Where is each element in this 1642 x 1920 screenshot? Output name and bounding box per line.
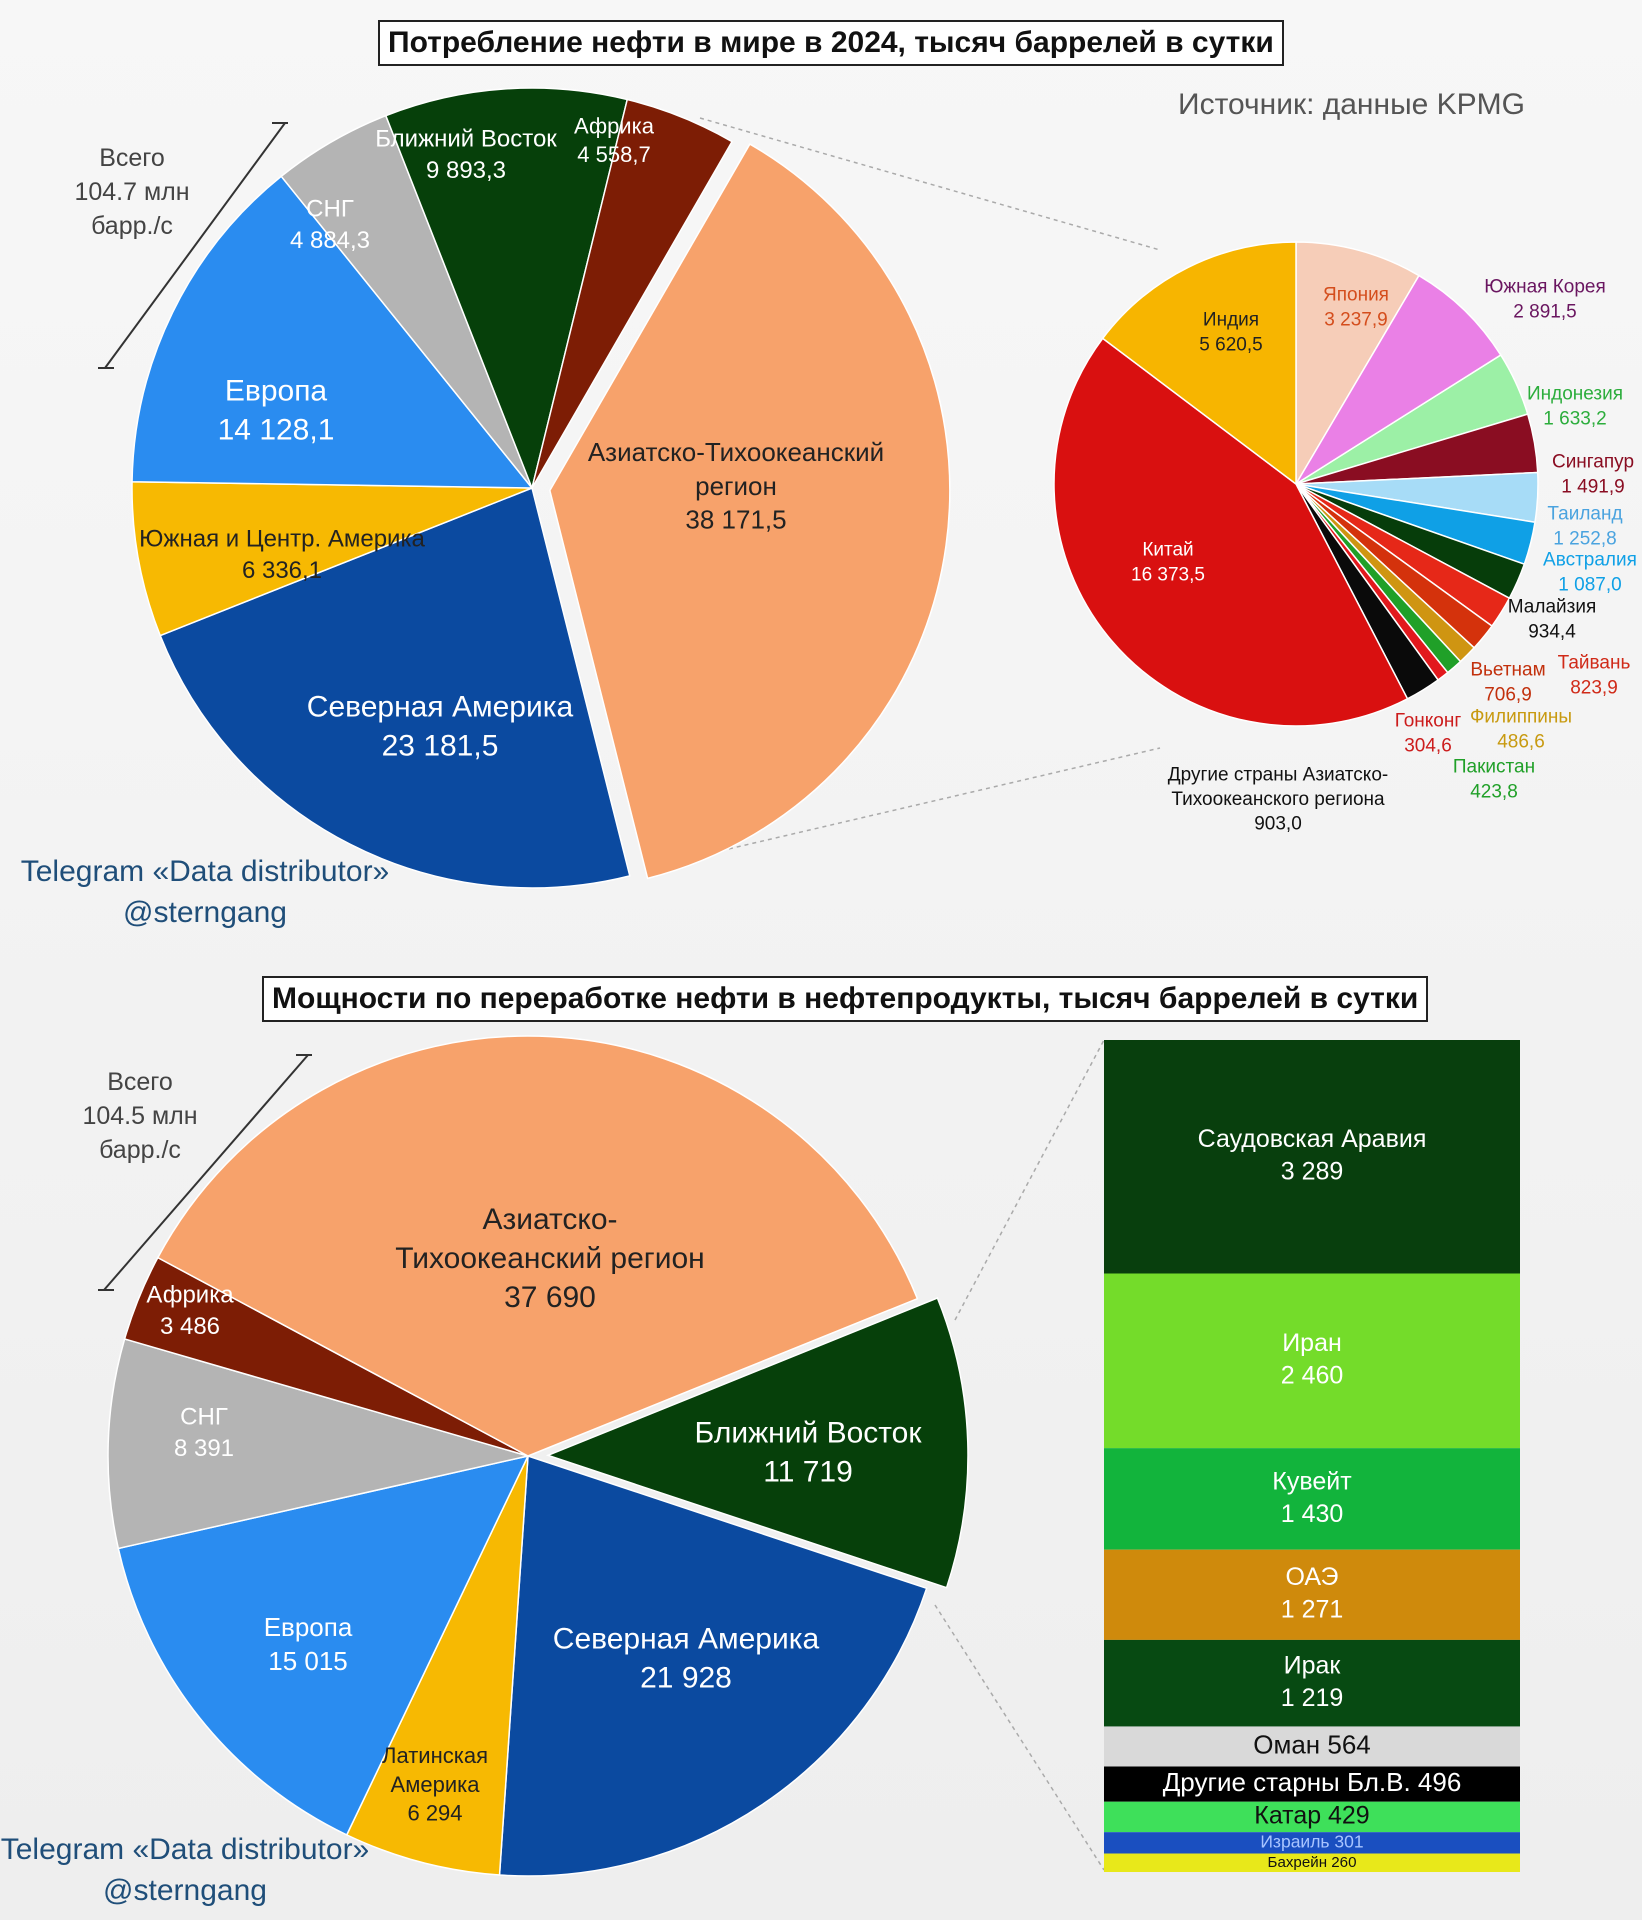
pie-slice-latinskaya-amerika <box>345 1455 529 1876</box>
bar-segment-iran <box>1104 1273 1520 1449</box>
slice-label-tailand: Таиланд 1 252,8 <box>1547 504 1622 550</box>
slice-label-aziatsko-tihookeanskiy-region: Азиатско-Тихоокеанский регион 37 690 <box>395 1203 705 1314</box>
slice-label-latinskaya-amerika: Латинская Америка 6 294 <box>382 1743 488 1825</box>
bottom-chart-title: Мощности по переработке нефти в нефтепро… <box>262 976 1429 1022</box>
pie-slice-afrika <box>531 98 734 489</box>
slice-label-singapur: Сингапур 1 491,9 <box>1552 452 1634 498</box>
bottom-total-bracket <box>98 1054 312 1291</box>
pie-slice-evropa <box>117 1454 530 1836</box>
top-telegram-credit: Telegram «Data distributor» @sterngang <box>0 852 410 933</box>
total-line-2: 104.5 млн <box>82 1101 198 1130</box>
slice-label-yaponiya: Япония 3 237,9 <box>1323 285 1389 331</box>
telegram-channel: Telegram «Data distributor» <box>0 1833 370 1866</box>
bar-label-kuveyt: Кувейт 1 430 <box>1272 1467 1352 1528</box>
bottom-total-label: Всего 104.5 млн барр./с <box>70 1066 210 1167</box>
pie-slice-evropa <box>131 175 534 489</box>
source-note: Источник: данные KPMG <box>1178 88 1525 121</box>
total-line-3: барр./с <box>99 1135 181 1164</box>
bar-segment-oman <box>1104 1726 1520 1767</box>
bar-label-oman: Оман 564 <box>1253 1729 1371 1759</box>
slice-label-sng: СНГ 8 391 <box>174 1404 234 1462</box>
slice-label-sng: СНГ 4 884,3 <box>290 196 370 254</box>
slice-label-aziatsko-tihookeanskiy-region: Азиатско-Тихоокеанский регион 38 171,5 <box>588 437 884 535</box>
pie-slice-indiya <box>1101 241 1297 486</box>
pie-slice-yuzhnaya-koreya <box>1295 274 1502 485</box>
pie-slice-severnaya-amerika <box>159 486 631 889</box>
bar-label-izrail: Израиль 301 <box>1260 1831 1363 1851</box>
slice-label-severnaya-amerika: Северная Америка 21 928 <box>553 1622 820 1694</box>
pie-slice-yaponiya <box>1295 241 1420 487</box>
bar-segment-katar <box>1104 1801 1520 1833</box>
bar-label-irak: Ирак 1 219 <box>1281 1652 1344 1713</box>
total-line-1: Всего <box>107 1068 173 1096</box>
bar-segment-oae <box>1104 1549 1520 1640</box>
slice-label-afrika: Африка 4 558,7 <box>574 114 655 168</box>
slice-label-tayvan: Тайвань 823,9 <box>1558 653 1631 699</box>
bottom-telegram-credit: Telegram «Data distributor» @sterngang <box>0 1830 370 1911</box>
bar-label-bahreyn: Бахрейн 260 <box>1268 1854 1357 1871</box>
slice-label-blizhniy-vostok: Ближний Восток 11 719 <box>694 1416 922 1488</box>
bar-segment-bahreyn <box>1104 1853 1520 1872</box>
slice-label-evropa: Европа 14 128,1 <box>218 374 335 446</box>
slice-label-gonkong: Гонконг 304,6 <box>1395 711 1462 757</box>
slice-label-filippiny: Филиппины 486,6 <box>1470 707 1572 753</box>
slice-label-blizhniy-vostok: Ближний Восток 9 893,3 <box>375 126 557 184</box>
pie-slice-severnaya-amerika <box>498 1454 928 1877</box>
total-line-2: 104.7 млн <box>74 177 190 206</box>
slice-label-evropa: Европа 15 015 <box>264 1612 353 1676</box>
pie-slice-blizhniy-vostok <box>545 1297 969 1589</box>
top-total-label: Всего 104.7 млн барр./с <box>62 142 202 243</box>
slice-label-afrika: Африка 3 486 <box>146 1282 234 1340</box>
bar-label-oae: ОАЭ 1 271 <box>1281 1563 1344 1624</box>
slice-label-yuzhnaya-koreya: Южная Корея 2 891,5 <box>1484 277 1606 323</box>
telegram-handle: @sterngang <box>123 895 287 929</box>
slice-label-indiya: Индия 5 620,5 <box>1199 310 1262 356</box>
slice-label-avstraliya: Австралия 1 087,0 <box>1543 550 1637 596</box>
bar-label-drugie-starny-bl-v: Другие старны Бл.В. 496 <box>1163 1767 1462 1797</box>
telegram-handle: @sterngang <box>103 1873 267 1907</box>
bar-label-saudovskaya-araviya: Саудовская Аравия 3 289 <box>1198 1125 1427 1186</box>
slice-label-vetnam: Вьетнам 706,9 <box>1470 660 1545 706</box>
slice-label-severnaya-amerika: Северная Америка 23 181,5 <box>307 690 574 762</box>
bar-segment-kuveyt <box>1104 1448 1520 1550</box>
bar-segment-irak <box>1104 1639 1520 1727</box>
pie-slice-sng <box>107 1338 529 1550</box>
pie-slice-kitay <box>1053 337 1409 727</box>
total-line-1: Всего <box>99 144 165 172</box>
pie-slice-yuzhnaya-i-tsentr-amerika <box>131 480 533 637</box>
pie-slice-aziatsko-tihookeanskiy-region <box>549 143 951 880</box>
bar-segment-drugie-starny-bl-v <box>1104 1766 1520 1802</box>
bar-segment-saudovskaya-araviya <box>1104 1040 1520 1274</box>
slice-label-pakistan: Пакистан 423,8 <box>1453 757 1535 803</box>
top-total-bracket <box>98 122 288 369</box>
slice-label-drugie-strany-aziatsko-tihookeanskogo-regiona: Другие страны Азиатско-Тихоокеанского ре… <box>1168 764 1388 834</box>
bar-label-katar: Катар 429 <box>1254 1802 1369 1830</box>
pie-slice-blizhniy-vostok <box>384 87 629 491</box>
pie-slice-aziatsko-tihookeanskiy-region <box>156 1035 919 1457</box>
bar-label-iran: Иран 2 460 <box>1281 1329 1344 1390</box>
slice-label-kitay: Китай 16 373,5 <box>1131 540 1205 586</box>
bar-segment-izrail <box>1104 1832 1520 1854</box>
top-chart-title: Потребление нефти в мире в 2024, тысяч б… <box>378 20 1284 66</box>
slice-label-indoneziya: Индонезия 1 633,2 <box>1527 384 1623 430</box>
telegram-channel: Telegram «Data distributor» <box>20 855 390 888</box>
slice-label-malayziya: Малайзия 934,4 <box>1508 597 1597 643</box>
total-line-3: барр./с <box>91 211 173 240</box>
zoom-connectors <box>689 117 1161 1871</box>
slice-label-yuzhnaya-i-tsentr-amerika: Южная и Центр. Америка 6 336,1 <box>139 526 425 584</box>
